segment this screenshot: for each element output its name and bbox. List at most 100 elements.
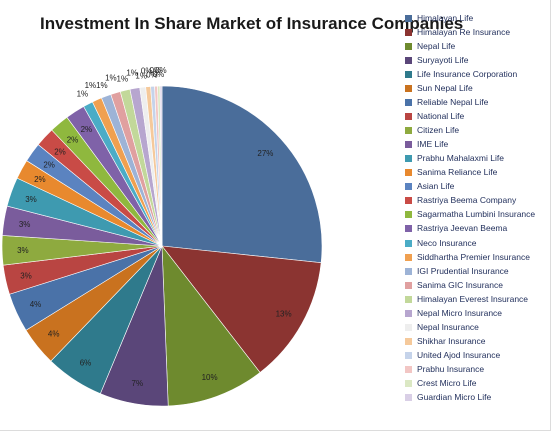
- legend-item: Himalayan Life: [405, 12, 551, 26]
- legend-label: United Ajod Insurance: [417, 349, 501, 360]
- data-label: 3%: [25, 195, 37, 204]
- legend-swatch: [405, 15, 412, 22]
- legend: Himalayan Life Himalayan Re Insurance Nepa…: [405, 12, 551, 405]
- legend-swatch: [405, 169, 412, 177]
- legend-item: Rastriya Jeevan Beema: [405, 222, 551, 236]
- legend-swatch: [405, 155, 412, 163]
- legend-item: Rastriya Beema Company: [405, 194, 551, 208]
- legend-swatch: [405, 309, 412, 317]
- chart-title: Investment In Share Market of Insurance …: [40, 14, 464, 33]
- data-label: 1%: [126, 69, 138, 78]
- legend-label: Siddhartha Premier Insurance: [417, 251, 530, 262]
- legend-label: Nepal Life: [417, 41, 456, 52]
- legend-item: United Ajod Insurance: [405, 349, 551, 363]
- legend-swatch: [405, 127, 412, 135]
- legend-swatch: [405, 99, 412, 107]
- legend-label: Crest Micro Life: [417, 377, 477, 388]
- legend-item: Siddhartha Premier Insurance: [405, 251, 551, 265]
- legend-item: Himalayan Everest Insurance: [405, 293, 551, 307]
- legend-item: Citizen Life: [405, 124, 551, 138]
- legend-label: Himalayan Life: [417, 13, 474, 23]
- legend-item: Reliable Nepal Life: [405, 96, 551, 110]
- data-label: 10%: [202, 373, 218, 382]
- legend-label: Sun Nepal Life: [417, 83, 473, 94]
- legend-label: Himalayan Everest Insurance: [417, 293, 529, 304]
- legend-label: Sagarmatha Lumbini Insurance: [417, 209, 536, 220]
- pie-slice: [161, 245, 322, 373]
- legend-label: Asian Life: [417, 181, 455, 192]
- legend-label: Citizen Life: [417, 125, 460, 136]
- legend-item: Prabhu Mahalaxmi Life: [405, 152, 551, 166]
- legend-swatch: [405, 379, 412, 387]
- legend-swatch: [405, 43, 412, 51]
- legend-item: Prabhu Insurance: [405, 363, 551, 377]
- legend-item: Crest Micro Life: [405, 377, 551, 391]
- legend-item: National Life: [405, 110, 551, 124]
- legend-item: Sanima GIC Insurance: [405, 279, 551, 293]
- legend-label: Shikhar Insurance: [417, 335, 486, 346]
- data-label: 1%: [135, 71, 147, 80]
- data-label: 1%: [85, 81, 97, 90]
- legend-item: Neco Insurance: [405, 237, 551, 251]
- legend-item: Suryayoti Life: [405, 54, 551, 68]
- data-label: 2%: [81, 125, 93, 134]
- data-label: 1%: [96, 81, 108, 90]
- data-label: 0%: [153, 70, 165, 79]
- data-label: 2%: [67, 135, 79, 144]
- legend-label: Sanima GIC Insurance: [417, 279, 503, 290]
- data-label: 0%: [150, 66, 162, 75]
- legend-swatch: [405, 267, 412, 275]
- legend-item: Sanima Reliance Life: [405, 166, 551, 180]
- data-label: 13%: [276, 310, 292, 319]
- legend-swatch: [405, 393, 412, 401]
- legend-swatch: [405, 85, 412, 93]
- legend-swatch: [405, 225, 412, 233]
- legend-swatch: [405, 141, 412, 149]
- data-label: 4%: [48, 329, 60, 338]
- data-label: 1%: [117, 75, 129, 84]
- legend-label: Rastriya Beema Company: [417, 195, 517, 206]
- legend-item: Asian Life: [405, 180, 551, 194]
- legend-swatch: [405, 113, 412, 121]
- legend-swatch: [405, 295, 412, 303]
- data-label: 3%: [19, 220, 31, 229]
- data-label: 1%: [105, 74, 117, 83]
- data-label: 7%: [132, 379, 144, 388]
- data-label: 0%: [155, 66, 167, 75]
- legend-item: IGI Prudential Insurance: [405, 265, 551, 279]
- legend-label: Nepal Micro Insurance: [417, 307, 503, 318]
- data-label: 4%: [30, 300, 42, 309]
- legend-label: Suryayoti Life: [417, 55, 469, 66]
- data-label: 27%: [257, 149, 273, 158]
- legend-swatch: [405, 253, 412, 261]
- legend-label: IGI Prudential Insurance: [417, 265, 509, 276]
- legend-label: Nepal Insurance: [417, 321, 479, 332]
- legend-swatch: [405, 281, 412, 289]
- legend-item: Himalayan Re Insurance: [405, 26, 551, 40]
- data-label: 2%: [54, 147, 66, 156]
- legend-label: Life Insurance Corporation: [417, 69, 518, 80]
- legend-label: Himalayan Re Insurance: [417, 27, 511, 38]
- legend-item: Life Insurance Corporation: [405, 68, 551, 82]
- legend-item: Nepal Micro Insurance: [405, 307, 551, 321]
- legend-swatch: [405, 211, 412, 219]
- data-label: 2%: [43, 161, 55, 170]
- legend-label: Prabhu Insurance: [417, 363, 485, 374]
- data-label: 3%: [20, 272, 32, 281]
- legend-swatch: [405, 29, 412, 37]
- pie-slice: [161, 85, 323, 264]
- data-label: 0%: [141, 67, 153, 76]
- legend-label: Reliable Nepal Life: [417, 97, 489, 108]
- legend-item: Guardian Micro Life: [405, 391, 551, 405]
- legend-label: National Life: [417, 111, 465, 122]
- data-label: 6%: [80, 358, 92, 367]
- legend-item: Nepal Insurance: [405, 321, 551, 335]
- legend-label: Guardian Micro Life: [417, 391, 492, 402]
- legend-swatch: [405, 351, 412, 359]
- legend-item: Nepal Life: [405, 40, 551, 54]
- legend-swatch: [405, 183, 412, 191]
- legend-label: IME Life: [417, 139, 449, 150]
- pie-slice: [159, 85, 163, 247]
